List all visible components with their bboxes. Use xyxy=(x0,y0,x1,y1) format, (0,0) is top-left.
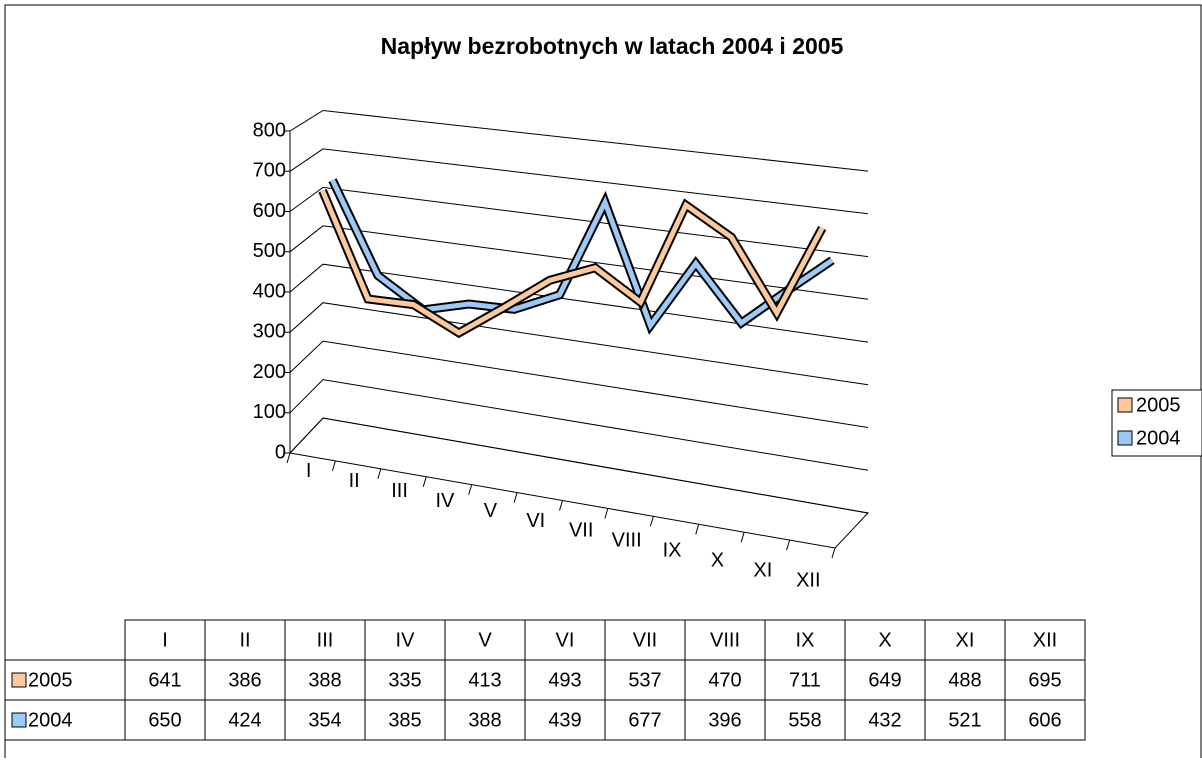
table-cell: 388 xyxy=(468,709,501,731)
y-tick-label: 700 xyxy=(253,160,286,182)
x-tick-label: III xyxy=(391,480,408,502)
x-tick xyxy=(286,452,291,464)
x-tick-label: XII xyxy=(796,569,820,591)
x-tick xyxy=(786,539,791,551)
chart-title: Napływ bezrobotnych w latach 2004 i 2005 xyxy=(381,33,844,59)
x-tick xyxy=(831,547,836,559)
grid-line xyxy=(289,148,869,215)
table-row-label: 2005 xyxy=(28,669,73,691)
legend-swatch xyxy=(1117,430,1133,446)
legend-label: 2004 xyxy=(1136,427,1181,449)
x-tick-label: IV xyxy=(436,490,456,512)
table-cell: 641 xyxy=(148,669,181,691)
x-tick xyxy=(695,524,700,535)
table-header: VII xyxy=(633,629,657,651)
y-tick-label: 100 xyxy=(253,401,286,423)
grid-line xyxy=(289,302,869,386)
x-tick xyxy=(422,476,427,487)
table-header: I xyxy=(162,629,168,651)
x-tick-label: II xyxy=(349,470,360,492)
table-cell: 650 xyxy=(148,709,181,731)
legend-swatch xyxy=(1117,397,1133,413)
table-cell: 695 xyxy=(1028,669,1061,691)
x-tick-label: VI xyxy=(526,510,545,532)
table-header: VIII xyxy=(710,629,740,651)
y-tick-label: 400 xyxy=(253,280,286,302)
table-cell: 388 xyxy=(308,669,341,691)
legend-label: 2005 xyxy=(1136,394,1181,416)
table-cell: 354 xyxy=(308,709,341,731)
grid-line xyxy=(289,186,869,258)
x-tick xyxy=(513,492,518,503)
x-tick xyxy=(468,484,473,495)
x-tick xyxy=(649,516,654,527)
table-header: II xyxy=(239,629,250,651)
table-swatch xyxy=(11,712,27,728)
table-header: V xyxy=(478,629,492,651)
table-cell: 488 xyxy=(948,669,981,691)
y-tick-label: 0 xyxy=(275,441,286,463)
table-cell: 537 xyxy=(628,669,661,691)
table-cell: 649 xyxy=(868,669,901,691)
table-header: IV xyxy=(396,629,416,651)
table-cell: 558 xyxy=(788,709,821,731)
table-cell: 335 xyxy=(388,669,421,691)
grid-line xyxy=(289,109,869,172)
x-tick xyxy=(377,468,382,479)
table-cell: 521 xyxy=(948,709,981,731)
table-header: IX xyxy=(796,629,815,651)
x-tick xyxy=(740,532,745,543)
table-cell: 493 xyxy=(548,669,581,691)
table-cell: 432 xyxy=(868,709,901,731)
x-tick-label: I xyxy=(306,460,312,482)
y-tick-label: 300 xyxy=(253,321,286,343)
table-cell: 711 xyxy=(789,669,821,691)
x-tick xyxy=(604,508,609,519)
x-tick xyxy=(331,460,336,472)
table-cell: 424 xyxy=(228,709,261,731)
grid-line xyxy=(289,379,869,471)
x-tick-label: VII xyxy=(569,520,593,542)
table-row-label: 2004 xyxy=(28,709,73,731)
x-tick-label: IX xyxy=(663,540,682,562)
table-header: XI xyxy=(956,629,975,651)
y-tick-label: 200 xyxy=(253,361,286,383)
x-tick-label: XI xyxy=(753,559,772,581)
x-tick-label: VIII xyxy=(612,530,642,552)
grid-line xyxy=(289,340,869,428)
table-header: XII xyxy=(1033,629,1057,651)
table-header: III xyxy=(317,629,334,651)
y-tick-label: 800 xyxy=(253,119,286,141)
grid-line xyxy=(289,263,869,343)
table-cell: 386 xyxy=(228,669,261,691)
chart-frame xyxy=(4,4,1202,763)
table-header: VI xyxy=(556,629,575,651)
table-cell: 606 xyxy=(1028,709,1061,731)
table-cell: 396 xyxy=(708,709,741,731)
x-tick-label: V xyxy=(484,500,498,522)
table-cell: 385 xyxy=(388,709,421,731)
y-tick-label: 600 xyxy=(253,200,286,222)
table-swatch xyxy=(11,672,27,688)
x-tick-label: X xyxy=(711,549,724,571)
table-cell: 470 xyxy=(708,669,741,691)
line xyxy=(320,189,825,336)
table-header: X xyxy=(878,629,891,651)
table-cell: 677 xyxy=(628,709,661,731)
table-cell: 439 xyxy=(548,709,581,731)
table-cell: 413 xyxy=(468,669,501,691)
grid-line xyxy=(289,417,869,514)
y-tick-label: 500 xyxy=(253,240,286,262)
x-tick xyxy=(559,500,563,511)
